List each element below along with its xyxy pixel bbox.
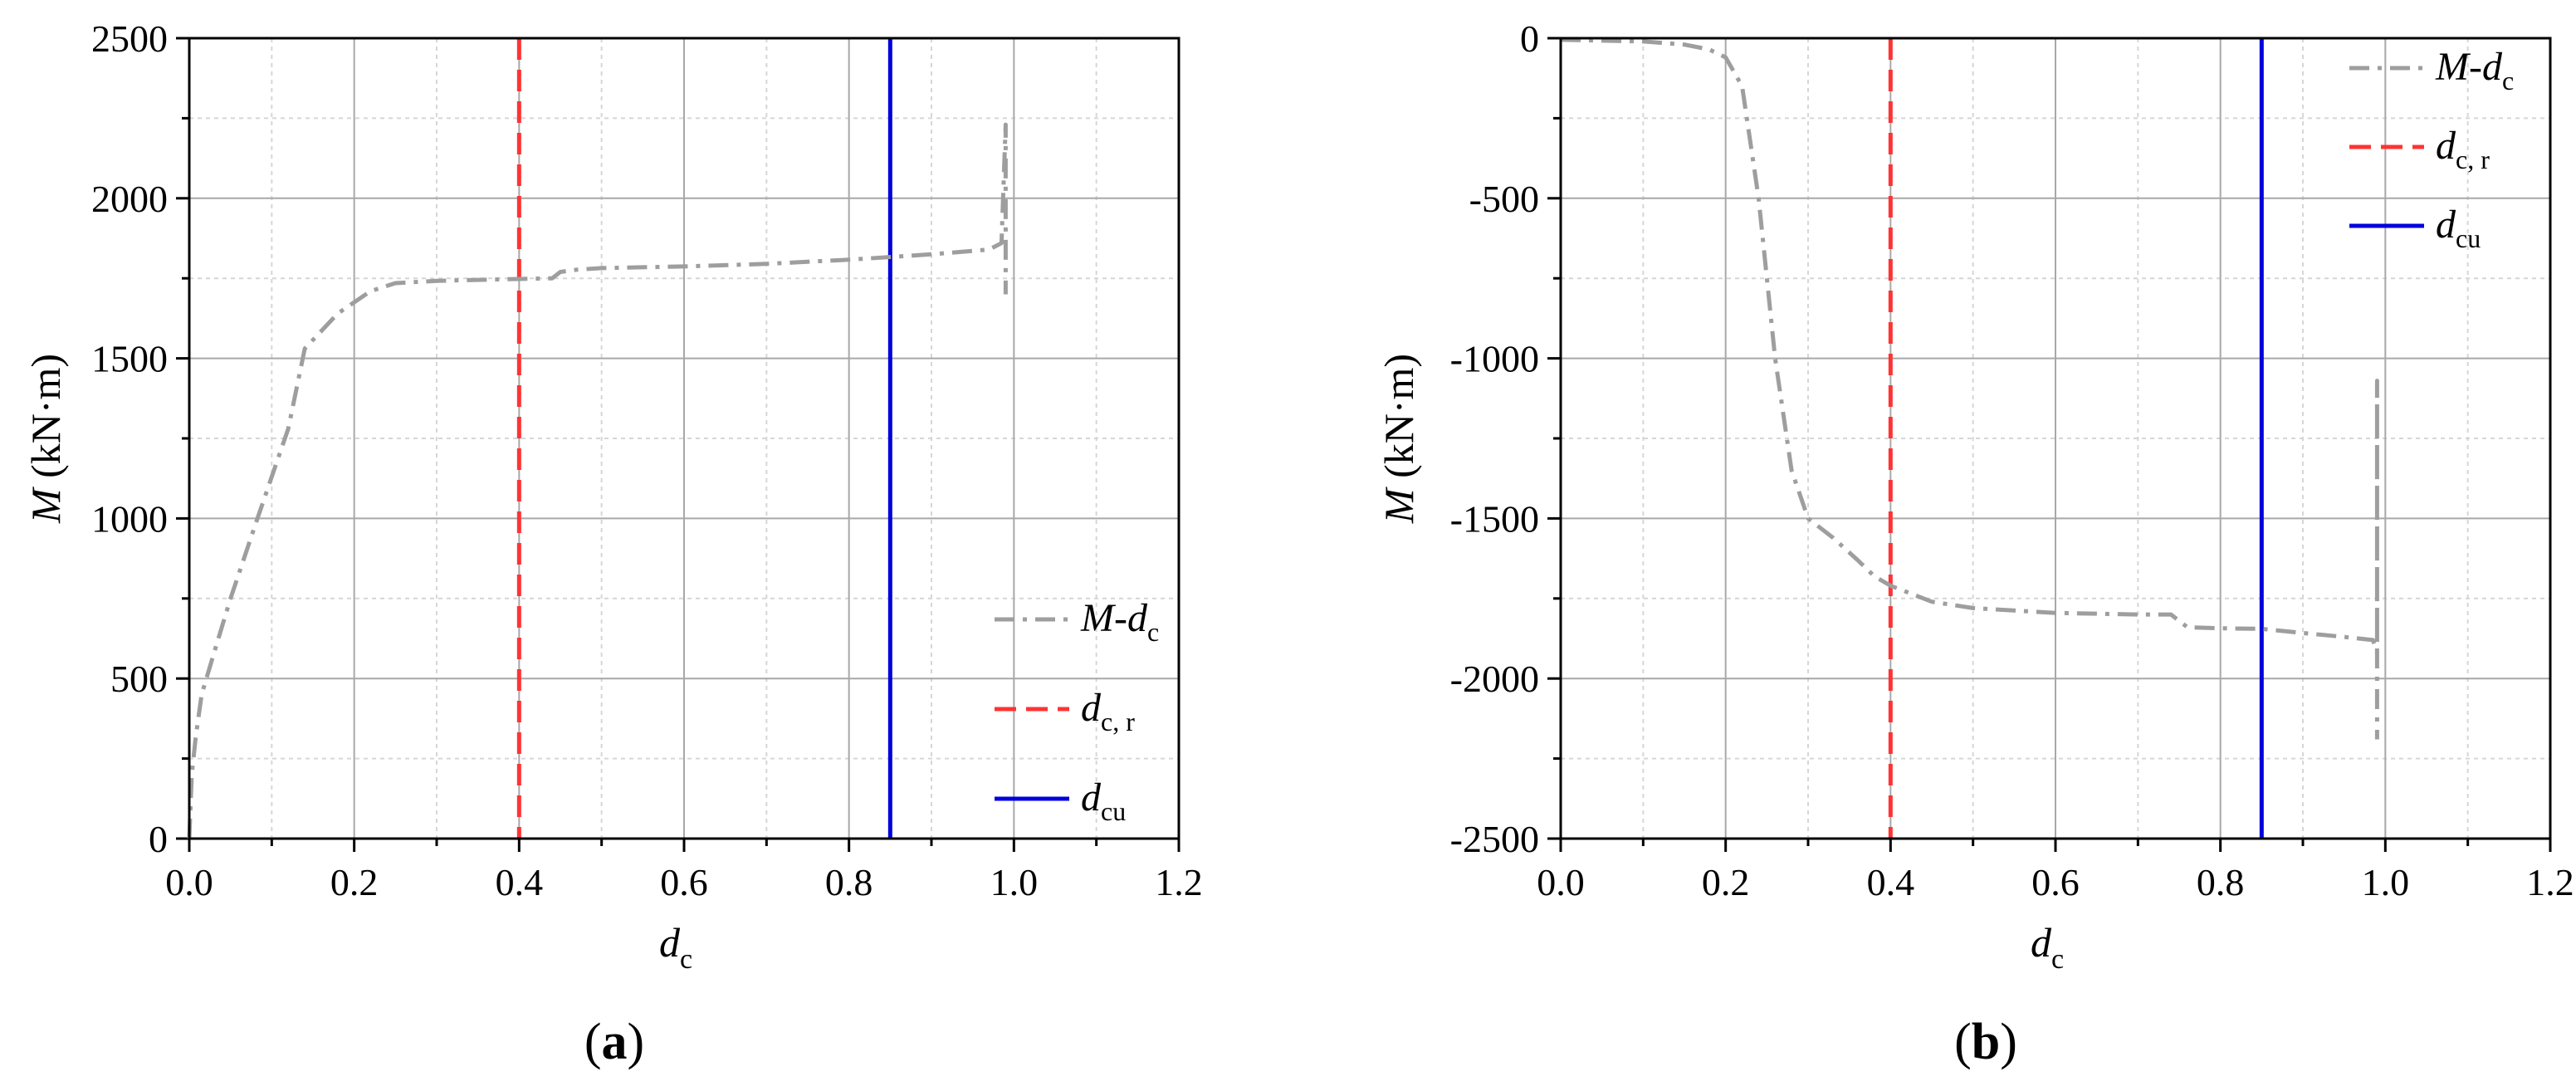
y-tick-label: -1000	[1450, 338, 1539, 380]
x-tick-label: 0.6	[660, 861, 708, 903]
y-axis-label-unit: (kN·m)	[22, 354, 69, 488]
x-axis-label-sub: c	[680, 944, 692, 975]
legend-base: d	[2482, 45, 2503, 89]
grid	[189, 38, 1179, 839]
legend-sub: cu	[2456, 223, 2481, 253]
x-axis-label-sub: c	[2051, 944, 2064, 975]
panel-label-close: )	[2000, 1014, 2017, 1070]
legend-var: M	[2435, 45, 2471, 89]
y-tick-label: -1500	[1450, 497, 1539, 540]
legend-sub: c	[1147, 617, 1159, 647]
plot-frame	[188, 37, 1180, 840]
legend-sub: c	[2502, 66, 2514, 95]
x-tick-label: 0.2	[330, 861, 379, 903]
legend-label: M-dc	[1080, 596, 1159, 647]
panel-label-letter: b	[1972, 1014, 2000, 1070]
grid	[1561, 38, 2550, 839]
x-tick-label: 0.0	[1537, 861, 1585, 903]
legend-label: dcu	[2436, 203, 2481, 253]
legend-sub: c, r	[1101, 707, 1135, 736]
legend-label: M-dc	[2435, 45, 2514, 95]
x-tick-label: 0.4	[496, 861, 544, 903]
legend-sub: c, r	[2456, 144, 2490, 174]
panel-label-close: )	[628, 1014, 645, 1070]
x-tick-label: 1.2	[1155, 861, 1203, 903]
legend-sep: -	[1114, 596, 1127, 640]
chart-panel-a: 0.0 0.2 0.4 0.6 0.8 1.0 1.2 0 500 1000 1500 2000 250…	[22, 17, 1203, 1070]
legend-base: d	[2436, 203, 2456, 247]
x-tick-label: 0.8	[825, 861, 873, 903]
y-tick-label: 1000	[91, 497, 168, 540]
legend-label: dc, r	[1081, 686, 1135, 736]
series-line-m-dc	[1560, 37, 2379, 740]
legend-sep: -	[2469, 45, 2482, 89]
y-tick-label: -2000	[1450, 658, 1539, 700]
legend-base: d	[1127, 596, 1148, 640]
x-tick-label: 0.4	[1867, 861, 1915, 903]
x-tick-label: 0.6	[2031, 861, 2080, 903]
y-axis-label-var: M	[22, 487, 69, 524]
plot-frame	[1559, 37, 2552, 840]
legend-base: d	[1081, 686, 1102, 730]
x-axis-label-base: d	[659, 919, 681, 966]
y-axis-label: M (kN·m)	[1376, 354, 1422, 524]
chart-panel-b: 0.0 0.2 0.4 0.6 0.8 1.0 1.2 -2500 -2000 -1500 -100…	[1376, 17, 2574, 1070]
axis-ticks: 0.0 0.2 0.4 0.6 0.8 1.0 1.2 0 500 1000 1500 2000 250…	[91, 17, 1203, 903]
legend-base: d	[1081, 775, 1102, 819]
x-axis-label: dc	[659, 919, 692, 975]
x-tick-label: 0.2	[1702, 861, 1750, 903]
x-tick-label: 1.2	[2526, 861, 2574, 903]
x-tick-label: 0.0	[165, 861, 213, 903]
x-tick-label: 1.0	[990, 861, 1039, 903]
legend-sub: cu	[1101, 796, 1126, 826]
legend-label: dc, r	[2436, 124, 2490, 174]
y-tick-label: 2500	[91, 17, 168, 60]
y-tick-label: 500	[110, 658, 168, 700]
axis-ticks: 0.0 0.2 0.4 0.6 0.8 1.0 1.2 -2500 -2000 -1500 -100…	[1450, 17, 2574, 903]
series-line-m-dc	[187, 122, 1008, 839]
panel-label: (b)	[1954, 1014, 2017, 1070]
panel-label: (a)	[584, 1014, 644, 1070]
panel-label-open: (	[584, 1014, 602, 1070]
y-tick-label: 2000	[91, 178, 168, 220]
y-axis-label: M (kN·m)	[22, 354, 69, 524]
x-axis-label-base: d	[2031, 919, 2052, 966]
x-tick-label: 1.0	[2362, 861, 2410, 903]
legend-var: M	[1080, 596, 1117, 640]
y-tick-label: 1500	[91, 338, 168, 380]
x-tick-label: 0.8	[2197, 861, 2245, 903]
y-tick-label: -500	[1469, 178, 1539, 220]
panel-label-open: (	[1954, 1014, 1972, 1070]
legend-base: d	[2436, 124, 2456, 168]
y-axis-label-var: M	[1376, 487, 1422, 524]
y-tick-label: 0	[149, 818, 168, 860]
y-axis-label-unit: (kN·m)	[1376, 354, 1422, 488]
legend-label: dcu	[1081, 775, 1126, 826]
x-axis-label: dc	[2031, 919, 2064, 975]
y-tick-label: 0	[1520, 17, 1539, 60]
panel-label-letter: a	[602, 1014, 628, 1070]
y-tick-label: -2500	[1450, 818, 1539, 860]
